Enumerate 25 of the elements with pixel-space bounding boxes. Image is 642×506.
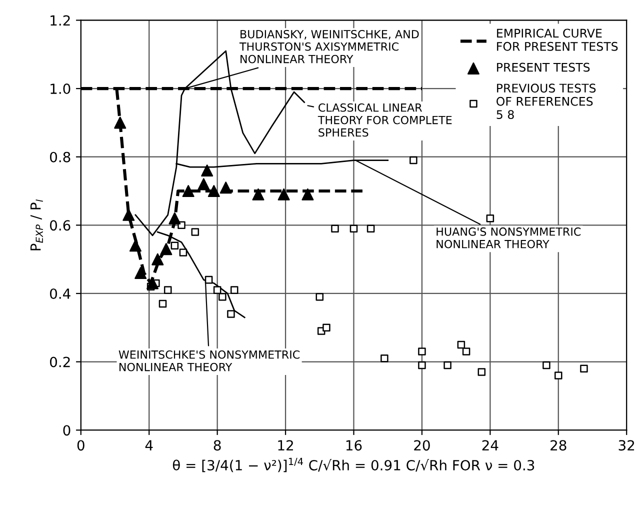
x-tick-label: 20 <box>414 440 430 451</box>
legend-label: PRESENT TESTS <box>497 62 590 72</box>
x-tick-label: 24 <box>482 440 498 450</box>
y-tick-label: 1.2 <box>50 15 70 26</box>
x-tick-label: 28 <box>550 440 566 451</box>
legend-label: EMPIRICAL CURVE FOR PRESENT TESTS <box>497 28 618 51</box>
annotation: HUANG'S NONSYMMETRIC NONLINEAR THEORY <box>436 227 581 248</box>
y-axis-title: P$_{EXP}$ / P$_{I}$ <box>30 199 43 250</box>
y-tick-label: 0.2 <box>50 356 70 368</box>
y-tick-label: 0 <box>63 425 70 436</box>
annotation: CLASSICAL LINEAR THEORY FOR COMPLETE SPHERES <box>318 103 452 137</box>
y-tick-label: 0.8 <box>50 152 70 162</box>
x-tick-label: 12 <box>278 440 293 450</box>
annotation: WEINITSCHKE'S NONSYMMETRIC NONLINEAR THEORY <box>118 350 300 372</box>
x-tick-label: 32 <box>618 440 634 451</box>
x-tick-label: 16 <box>346 440 362 451</box>
y-tick-label: 1.0 <box>50 84 70 94</box>
x-axis-title: θ = [3/4(1 − ν²)]$^{1/4}$ C/√Rh = 0.91 C/√Rh FOR ν = 0.3 <box>172 458 534 472</box>
x-tick-label: 8 <box>214 440 221 451</box>
x-tick-label: 4 <box>145 440 153 450</box>
legend-label: PREVIOUS TESTS OF REFERENCES 5 8 <box>496 84 596 120</box>
x-tick-label: 0 <box>77 440 84 451</box>
y-tick-label: 0.4 <box>50 288 70 299</box>
annotation: BUDIANSKY, WEINITSCHKE, AND THURSTON'S AXISYMMETRIC NONLINEAR THEORY <box>239 30 419 64</box>
y-tick-label: 0.6 <box>50 220 70 231</box>
